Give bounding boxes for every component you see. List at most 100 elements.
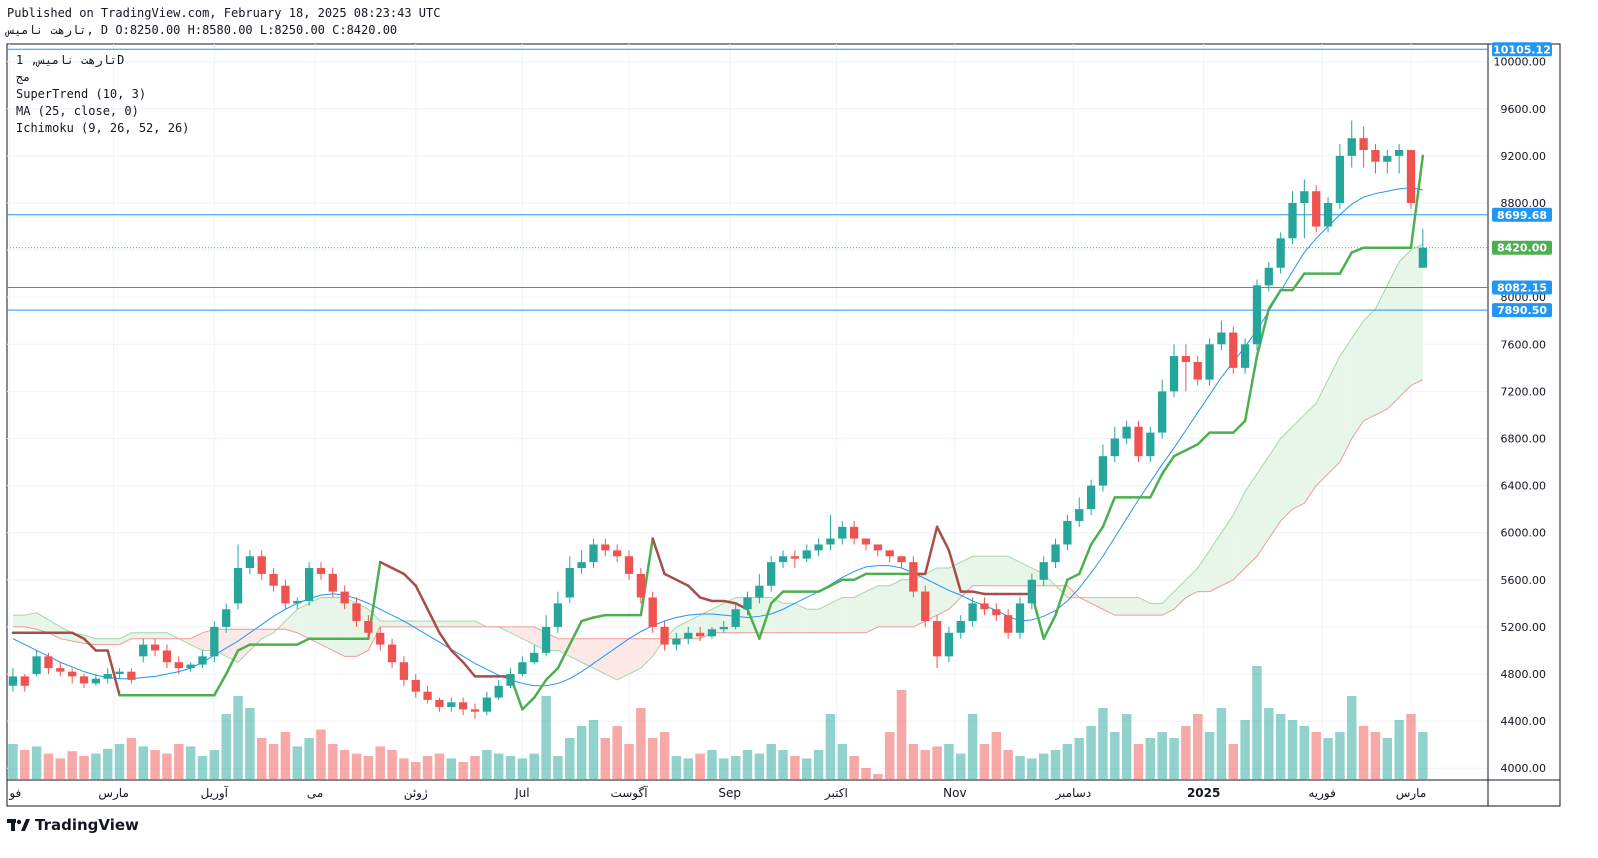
volume-bar [1062, 744, 1073, 780]
supertrend-segment [1101, 496, 1117, 529]
volume-bar [1015, 756, 1025, 780]
candle-body [1347, 138, 1356, 156]
volume-bar [150, 750, 160, 780]
x-tick-label: دسامبر [1054, 786, 1091, 801]
candle-body [1063, 520, 1072, 545]
candle-body [423, 691, 432, 700]
volume-bar [1003, 750, 1013, 780]
volume-bar [825, 714, 836, 780]
candle-body [1229, 332, 1238, 368]
supertrend-segment [651, 537, 666, 576]
candle-body [1027, 579, 1036, 604]
volume-bar [576, 726, 587, 780]
x-tick-label: آگوست [610, 785, 648, 801]
ichimoku-cloud-segment [1221, 515, 1234, 586]
tradingview-logo[interactable]: TradingView [7, 816, 139, 834]
volume-bar [1252, 666, 1262, 780]
volume-bar [8, 744, 18, 780]
supertrend-segment [663, 572, 678, 582]
volume-bar [55, 758, 66, 780]
supertrend-segment [1184, 443, 1199, 452]
candle-body [1276, 238, 1285, 268]
candle-body [565, 568, 574, 598]
ichimoku-cloud-segment [1268, 438, 1281, 539]
ichimoku-cloud-segment [24, 612, 37, 630]
candle-body [127, 671, 136, 680]
volume-bar [1145, 738, 1156, 780]
candle-body [577, 562, 586, 569]
supertrend-segment [852, 572, 868, 582]
ichimoku-cloud-segment [818, 603, 831, 633]
x-tick-label: فوریه [1308, 786, 1336, 801]
volume-bar [1133, 744, 1144, 780]
tradingview-logo-icon [7, 819, 30, 831]
supertrend-segment [722, 599, 737, 605]
ichimoku-cloud-segment [972, 556, 985, 586]
volume-bar [221, 714, 231, 780]
supertrend-segment [971, 590, 986, 596]
candle-body [613, 550, 622, 557]
candle-body [376, 632, 385, 645]
ichimoku-cloud-segment [463, 621, 475, 627]
ichimoku-cloud-segment [309, 597, 321, 645]
volume-bar [304, 738, 314, 780]
price-line-tag-bg [1492, 42, 1552, 57]
legend-ma[interactable]: MA (25, close, 0) [16, 104, 139, 118]
ichimoku-cloud-segment [131, 632, 144, 639]
ichimoku-cloud-segment [1126, 597, 1139, 616]
ichimoku-cloud-segment [119, 632, 132, 645]
volume-bar [1347, 696, 1357, 780]
supertrend-segment [817, 584, 832, 593]
legend-ichimoku[interactable]: Ichimoku (9, 26, 52, 26) [16, 121, 190, 135]
volume-bar [896, 690, 907, 780]
ichimoku-cloud-segment [617, 638, 630, 680]
volume-bar [470, 756, 480, 780]
ichimoku-cloud-segment [1304, 403, 1317, 504]
candle-body [814, 544, 823, 551]
ichimoku-cloud-segment [107, 638, 120, 645]
x-tick-label: Sep [718, 786, 741, 800]
legend-supertrend[interactable]: SuperTrend (10, 3) [16, 87, 147, 101]
ichimoku-cloud-segment [36, 612, 49, 633]
ichimoku-cloud-segment [415, 621, 428, 627]
candle-body [494, 685, 503, 698]
supertrend-segment [1267, 288, 1282, 311]
volume-bar [256, 738, 267, 780]
candle-body [778, 556, 788, 563]
candle-body [1359, 138, 1368, 150]
ichimoku-cloud-segment [285, 609, 298, 633]
volume-bar [233, 696, 243, 780]
candle-body [222, 609, 231, 627]
volume-bar [695, 753, 705, 780]
ichimoku-cloud-segment [854, 591, 866, 633]
candle-body [1004, 615, 1013, 633]
candle-body [589, 544, 598, 563]
ichimoku-cloud-segment [1316, 379, 1329, 486]
ichimoku-cloud-segment [889, 579, 902, 627]
ichimoku-cloud-segment [380, 621, 393, 627]
candle-body [897, 556, 906, 563]
ichimoku-cloud-segment [155, 632, 167, 639]
candle-body [530, 652, 539, 663]
ichimoku-cloud-segment [711, 603, 724, 633]
candle-body [932, 621, 942, 657]
supertrend-segment [296, 637, 311, 646]
candle-body [885, 550, 894, 557]
volume-bar [1370, 732, 1381, 780]
volume-bar [91, 753, 101, 780]
supertrend-segment [769, 590, 785, 605]
candle-body [340, 591, 349, 604]
price-line-tag: 8082.15 [1497, 282, 1547, 295]
volume-bar [529, 753, 539, 780]
volume-bar [647, 738, 658, 780]
volume-bar [979, 744, 990, 780]
volume-bar [1181, 726, 1191, 780]
supertrend-segment [450, 649, 465, 664]
candle-body [56, 668, 65, 672]
supertrend-segment [1291, 272, 1306, 292]
tradingview-logo-text: TradingView [35, 816, 139, 834]
volume-bar [1240, 720, 1250, 780]
ichimoku-cloud-segment [937, 568, 949, 616]
candle-body [1051, 544, 1060, 563]
